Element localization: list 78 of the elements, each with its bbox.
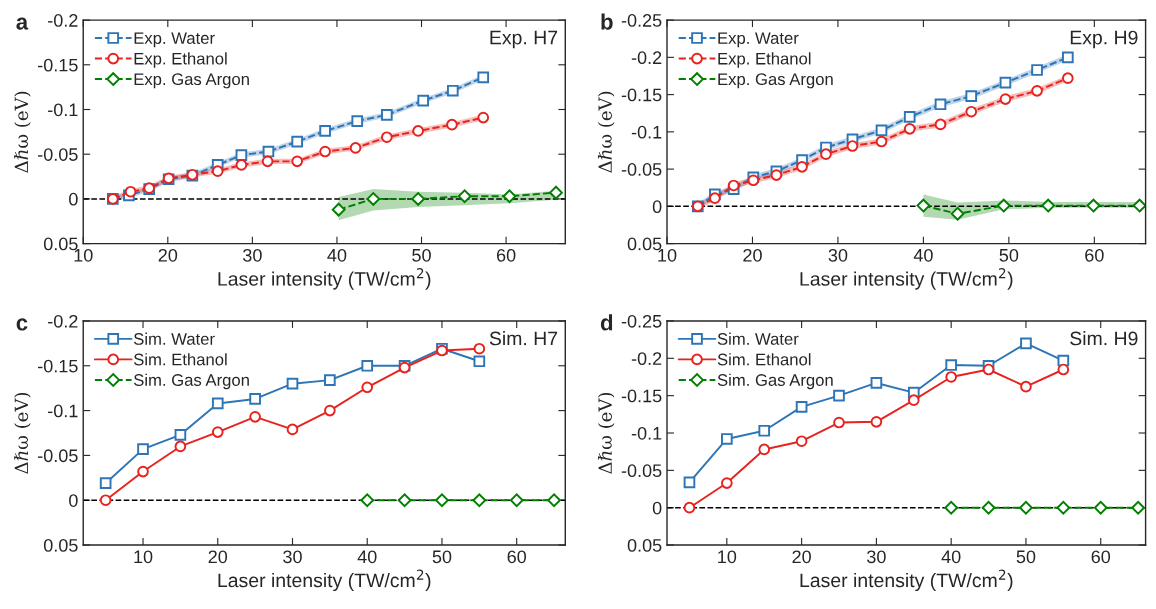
chart-title: a [16, 17, 29, 30]
y-axis-title: Δℏω (eV) [14, 392, 31, 474]
y-tick-label: 0 [69, 192, 78, 206]
y-tick-label: -0.25 [621, 314, 662, 328]
x-tick-label: 10 [718, 550, 737, 564]
y-tick-label: 0.05 [627, 237, 662, 251]
legend-label: Exp. Gas Argon [134, 73, 249, 89]
legend-label: Sim. Water [133, 332, 215, 345]
x-tick-label: 40 [357, 550, 377, 564]
legend-label: Exp. Gas Argon [718, 73, 833, 89]
y-tick-label: 0 [652, 200, 662, 214]
y-tick-label: -0.2 [48, 14, 78, 27]
y-tick-label: -0.05 [621, 464, 662, 478]
x-tick-label: 50 [1016, 550, 1036, 564]
y-tick-label: -0.1 [631, 125, 662, 139]
annotation: Exp. H9 [1070, 30, 1138, 49]
x-axis-title: Laser intensity (TW/cm$^{2}$) [800, 569, 1013, 592]
y-tick-label: 0.05 [43, 538, 78, 552]
chart-title: c [16, 318, 28, 331]
x-tick-label: 30 [283, 550, 302, 564]
y-tick-label: -0.1 [48, 404, 78, 418]
annotation: Exp. H7 [490, 30, 558, 49]
x-axis-title: Laser intensity (TW/cm$^{2}$) [218, 569, 431, 592]
x-tick-label: 60 [507, 550, 527, 564]
x-tick-label: 10 [74, 248, 93, 262]
x-axis-title: Laser intensity (TW/cm$^{2}$) [800, 268, 1013, 290]
legend-label: Exp. Ethanol [134, 52, 227, 68]
x-tick-label: 30 [867, 550, 886, 564]
y-tick-label: -0.2 [631, 352, 662, 366]
y-tick-label: -0.25 [621, 14, 662, 27]
x-axis-title: Laser intensity (TW/cm$^{2}$) [218, 268, 431, 290]
x-tick-label: 60 [1091, 550, 1111, 564]
y-tick-label: -0.15 [38, 58, 78, 72]
y-tick-label: -0.2 [631, 51, 662, 65]
y-tick-label: -0.05 [38, 148, 78, 161]
x-tick-label: 30 [243, 248, 262, 262]
y-tick-label: -0.15 [621, 88, 662, 102]
legend-label: Exp. Water [134, 32, 215, 48]
y-tick-label: 0.05 [627, 538, 662, 552]
x-tick-label: 60 [1085, 248, 1104, 262]
x-tick-label: 10 [134, 550, 153, 564]
x-tick-label: 20 [743, 248, 762, 262]
legend-label: Sim. Gas Argon [717, 373, 833, 390]
x-tick-label: 40 [913, 248, 933, 262]
annotation: Sim. H7 [489, 331, 558, 346]
x-tick-label: 60 [496, 248, 516, 262]
x-tick-label: 10 [658, 248, 677, 262]
x-tick-label: 50 [999, 248, 1019, 262]
chart-title: b [601, 13, 613, 30]
legend-label: Exp. Water [718, 32, 799, 48]
x-tick-label: 40 [327, 248, 347, 262]
legend-label: Sim. Ethanol [133, 353, 227, 366]
y-tick-label: -0.15 [38, 359, 78, 373]
annotation: Sim. H9 [1070, 331, 1138, 346]
x-tick-label: 20 [792, 550, 811, 564]
y-axis-title: Δℏω (eV) [14, 91, 31, 173]
y-tick-label: -0.15 [621, 389, 662, 403]
x-tick-label: 20 [208, 550, 228, 564]
y-axis-title: Δℏω (eV) [597, 392, 615, 474]
y-tick-label: -0.05 [38, 449, 78, 463]
x-tick-label: 50 [432, 550, 452, 564]
y-tick-label: 0 [69, 494, 78, 507]
y-tick-label: -0.05 [621, 163, 662, 176]
chart-title: d [600, 314, 613, 331]
y-tick-label: -0.1 [48, 103, 78, 117]
y-tick-label: 0 [652, 501, 662, 515]
y-tick-label: -0.1 [631, 426, 662, 440]
y-axis-title: Δℏω (eV) [597, 91, 615, 173]
legend-label: Sim. Ethanol [717, 353, 811, 366]
legend-label: Sim. Gas Argon [133, 373, 249, 390]
x-tick-label: 30 [828, 248, 848, 262]
x-tick-label: 20 [158, 248, 178, 262]
y-tick-label: -0.2 [48, 314, 78, 328]
x-tick-label: 40 [941, 550, 961, 564]
x-tick-label: 50 [412, 248, 431, 262]
legend-label: Sim. Water [717, 332, 799, 345]
y-tick-label: 0.05 [43, 237, 78, 251]
legend-label: Exp. Ethanol [718, 52, 811, 68]
